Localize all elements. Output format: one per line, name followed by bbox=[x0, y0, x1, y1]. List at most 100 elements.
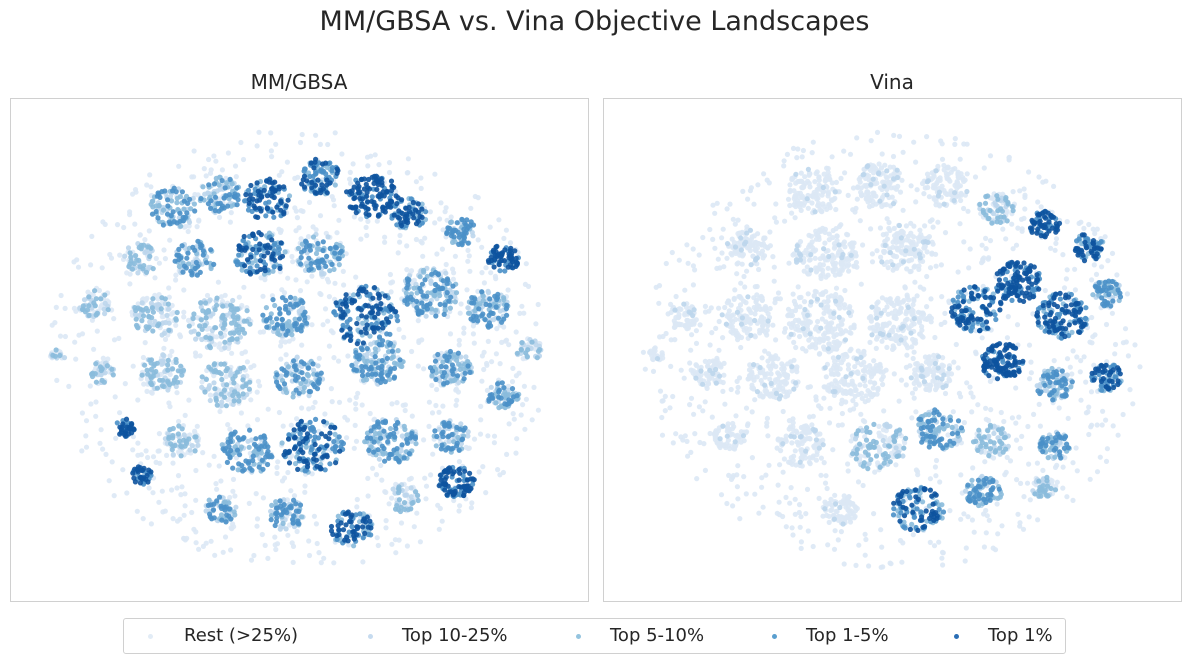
scatter-point bbox=[332, 182, 338, 188]
scatter-point bbox=[369, 310, 375, 316]
scatter-point bbox=[306, 552, 313, 559]
scatter-point bbox=[274, 464, 280, 470]
scatter-point bbox=[341, 311, 348, 318]
scatter-point bbox=[395, 348, 401, 354]
scatter-point bbox=[456, 484, 462, 490]
scatter-point bbox=[195, 331, 201, 337]
scatter-point bbox=[507, 262, 514, 268]
scatter-point bbox=[456, 337, 462, 343]
scatter-point bbox=[222, 394, 228, 400]
scatter-point bbox=[734, 484, 741, 490]
scatter-point bbox=[771, 264, 777, 270]
scatter-point bbox=[359, 313, 365, 319]
scatter-point bbox=[278, 339, 284, 345]
scatter-point bbox=[318, 560, 324, 566]
scatter-point bbox=[483, 265, 489, 271]
scatter-point bbox=[519, 303, 525, 309]
scatter-point bbox=[187, 432, 193, 438]
scatter-point bbox=[278, 240, 284, 246]
scatter-point bbox=[1053, 240, 1059, 246]
scatter-point bbox=[86, 294, 92, 300]
scatter-point bbox=[338, 520, 344, 526]
scatter-point bbox=[409, 500, 415, 506]
scatter-point bbox=[1064, 219, 1070, 225]
scatter-point bbox=[376, 162, 382, 168]
scatter-point bbox=[478, 417, 484, 423]
scatter-point bbox=[914, 293, 920, 299]
scatter-point bbox=[352, 422, 358, 428]
scatter-point bbox=[305, 373, 311, 379]
scatter-point bbox=[354, 341, 360, 347]
scatter-point bbox=[780, 469, 786, 475]
scatter-point bbox=[197, 323, 203, 329]
scatter-point bbox=[972, 174, 979, 180]
scatter-point bbox=[215, 279, 221, 285]
scatter-point bbox=[283, 372, 289, 378]
scatter-point bbox=[269, 293, 275, 299]
scatter-point bbox=[386, 160, 393, 166]
scatter-point bbox=[826, 519, 832, 526]
scatter-point bbox=[446, 445, 452, 451]
scatter-point bbox=[719, 250, 725, 256]
scatter-point bbox=[192, 265, 198, 272]
scatter-point bbox=[363, 519, 369, 525]
scatter-point bbox=[523, 261, 529, 267]
scatter-point bbox=[230, 392, 236, 399]
scatter-point bbox=[389, 495, 395, 501]
scatter-point bbox=[146, 244, 152, 250]
scatter-point bbox=[422, 235, 428, 241]
scatter-point bbox=[49, 322, 55, 328]
scatter-point bbox=[306, 267, 312, 273]
scatter-point bbox=[264, 206, 270, 212]
scatter-point bbox=[365, 493, 371, 499]
scatter-point bbox=[493, 351, 499, 357]
scatter-point bbox=[518, 346, 524, 352]
scatter-point bbox=[402, 402, 408, 408]
scatter-point bbox=[983, 235, 989, 241]
scatter-point bbox=[470, 331, 476, 337]
scatter-point bbox=[1064, 267, 1070, 273]
scatter-point bbox=[271, 214, 277, 220]
scatter-point bbox=[297, 456, 303, 462]
scatter-point bbox=[143, 296, 149, 302]
scatter-point bbox=[479, 289, 485, 295]
scatter-point bbox=[241, 233, 247, 240]
scatter-point bbox=[301, 361, 307, 367]
scatter-point bbox=[684, 242, 690, 248]
scatter-point bbox=[290, 259, 296, 265]
scatter-point bbox=[106, 478, 112, 484]
scatter-point bbox=[167, 382, 173, 388]
scatter-point bbox=[1077, 369, 1083, 375]
scatter-point bbox=[309, 273, 315, 279]
scatter-point bbox=[942, 319, 948, 325]
scatter-point bbox=[381, 193, 387, 199]
scatter-point bbox=[328, 386, 334, 392]
scatter-point bbox=[193, 353, 199, 359]
scatter-point bbox=[486, 259, 492, 265]
scatter-point bbox=[219, 315, 225, 321]
scatter-point bbox=[299, 514, 305, 520]
scatter-point bbox=[1004, 335, 1011, 341]
scatter-point bbox=[716, 305, 722, 311]
scatter-point bbox=[331, 424, 338, 430]
scatter-point bbox=[455, 373, 461, 379]
scatter-point bbox=[375, 419, 381, 425]
scatter-point bbox=[57, 352, 63, 359]
scatter-point bbox=[693, 328, 700, 334]
scatter-point bbox=[798, 514, 804, 520]
scatter-point bbox=[502, 247, 508, 253]
scatter-point bbox=[1035, 517, 1041, 523]
scatter-point bbox=[322, 411, 328, 417]
scatter-point bbox=[463, 354, 469, 360]
scatter-point bbox=[724, 206, 730, 212]
scatter-point bbox=[229, 526, 235, 532]
scatter-point bbox=[535, 348, 542, 354]
scatter-point bbox=[340, 268, 346, 274]
scatter-point bbox=[845, 192, 851, 198]
scatter-point bbox=[297, 502, 304, 508]
scatter-point bbox=[277, 498, 283, 504]
scatter-point bbox=[399, 433, 405, 439]
scatter-point bbox=[492, 273, 498, 279]
scatter-point bbox=[301, 248, 307, 254]
scatter-point bbox=[858, 411, 864, 417]
